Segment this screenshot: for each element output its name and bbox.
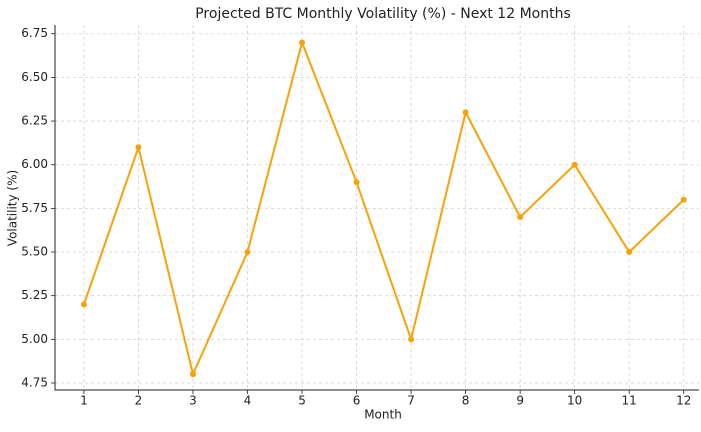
x-tick-label: 5 [298, 394, 306, 408]
x-tick-label: 2 [135, 394, 143, 408]
y-tick-label: 6.50 [21, 70, 48, 84]
line [82, 39, 685, 378]
point [680, 196, 687, 203]
y-tick-label: 5.00 [21, 332, 48, 346]
y-tick-label: 6.00 [21, 157, 48, 171]
y-tick-label: 5.75 [21, 201, 48, 215]
x-tick-label: 12 [676, 394, 691, 408]
point [80, 301, 87, 308]
x-tick-label: 8 [462, 394, 470, 408]
point [244, 249, 251, 256]
x-tick-label: 11 [622, 394, 637, 408]
point [353, 179, 360, 186]
chart-title: Projected BTC Monthly Volatility (%) - N… [195, 6, 571, 22]
x-tick-label: 3 [189, 394, 197, 408]
x-tick-label: 4 [244, 394, 252, 408]
y-tick-label: 6.75 [21, 26, 48, 40]
point [517, 214, 524, 221]
y-axis-label: Volatility (%) [6, 170, 20, 246]
point [135, 144, 142, 151]
x-tick-label: 7 [407, 394, 415, 408]
x-tick-label: 9 [516, 394, 524, 408]
y-tick-label: 5.50 [21, 245, 48, 259]
y-tick-label: 6.25 [21, 114, 48, 128]
point [299, 39, 306, 46]
y-tick-label: 5.25 [21, 288, 48, 302]
axis-frame [54, 25, 699, 391]
y-tick-label: 4.75 [21, 376, 48, 390]
x-axis-label: Month [364, 408, 402, 422]
point [189, 371, 196, 378]
x-tick-label: 10 [567, 394, 582, 408]
point [626, 249, 633, 256]
x-tick-label: 6 [353, 394, 361, 408]
point [462, 109, 469, 116]
point [571, 161, 578, 168]
point [408, 336, 415, 343]
x-tick-label: 1 [80, 394, 88, 408]
